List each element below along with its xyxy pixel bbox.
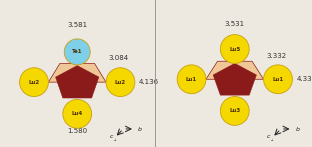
Polygon shape: [56, 66, 99, 98]
Text: 3.581: 3.581: [67, 22, 87, 28]
Text: $_\perp$: $_\perp$: [270, 137, 275, 144]
Circle shape: [177, 65, 206, 94]
Text: $b$: $b$: [137, 125, 143, 133]
Circle shape: [63, 99, 92, 128]
Text: $_\perp$: $_\perp$: [113, 137, 117, 144]
Text: 4.338: 4.338: [297, 76, 312, 82]
Text: $c$: $c$: [109, 133, 114, 140]
Text: Lu3: Lu3: [229, 108, 241, 113]
Text: Lu2: Lu2: [28, 80, 40, 85]
Text: Lu2: Lu2: [115, 80, 126, 85]
Text: $c$: $c$: [266, 133, 272, 140]
Text: Lu1: Lu1: [272, 77, 284, 82]
Text: Lu5: Lu5: [229, 46, 241, 51]
Circle shape: [20, 68, 48, 97]
Circle shape: [264, 65, 292, 94]
Polygon shape: [48, 63, 106, 82]
Polygon shape: [206, 61, 264, 79]
Text: 4.136: 4.136: [139, 79, 159, 85]
Text: 3.084: 3.084: [109, 55, 129, 61]
Circle shape: [220, 35, 249, 63]
Text: $b$: $b$: [295, 125, 300, 133]
Circle shape: [64, 39, 90, 65]
Text: 1.580: 1.580: [67, 128, 87, 133]
Polygon shape: [213, 63, 256, 95]
Text: 3.531: 3.531: [225, 21, 245, 27]
Text: 3.332: 3.332: [266, 53, 287, 59]
Circle shape: [220, 97, 249, 125]
Circle shape: [106, 68, 135, 97]
Text: Lu4: Lu4: [71, 111, 83, 116]
Text: Te1: Te1: [72, 49, 82, 54]
Text: Lu1: Lu1: [186, 77, 197, 82]
